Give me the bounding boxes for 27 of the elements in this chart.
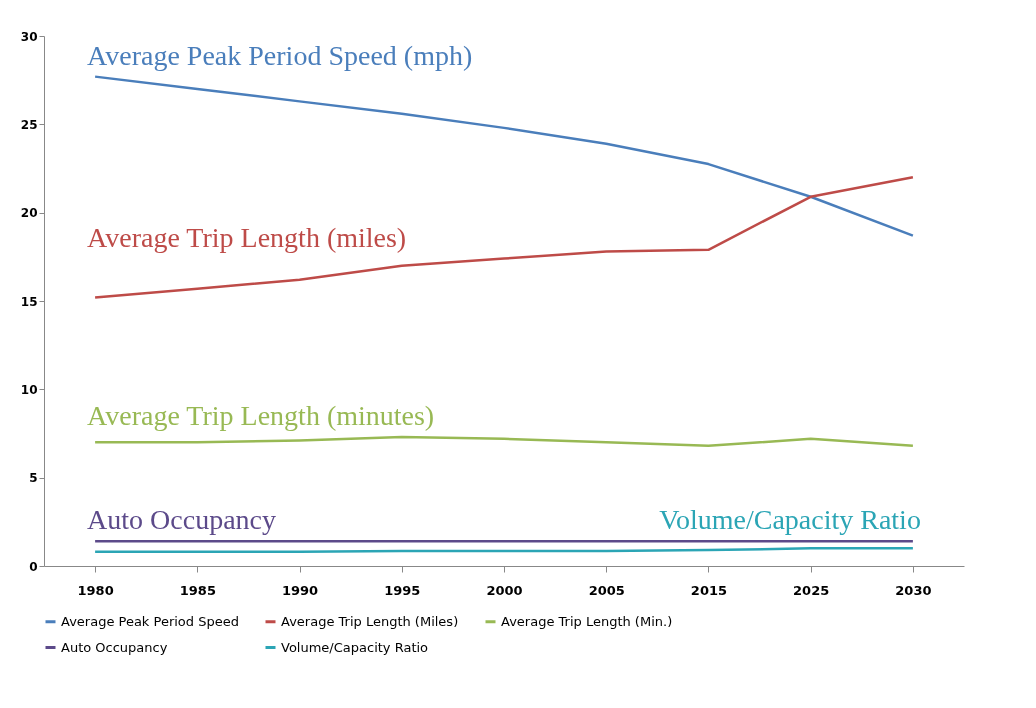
legend-label: Volume/Capacity Ratio <box>281 639 429 655</box>
annotation: Average Trip Length (minutes) <box>87 400 435 432</box>
x-tick-label: 2015 <box>690 582 728 598</box>
annotation: Volume/Capacity Ratio <box>659 504 921 536</box>
x-tick-label: 2030 <box>895 582 932 598</box>
x-tick-label: 2005 <box>588 582 625 598</box>
annotation: Auto Occupancy <box>87 504 277 536</box>
y-tick-label: 15 <box>20 294 38 309</box>
y-tick-label: 30 <box>20 29 38 44</box>
x-tick-label: 1980 <box>77 582 114 598</box>
line-series <box>93 435 915 448</box>
x-tick-label: 1990 <box>281 582 319 598</box>
y-tick-label: 5 <box>29 471 38 486</box>
legend-label: Auto Occupancy <box>61 639 168 655</box>
y-tick-label: 25 <box>20 117 38 132</box>
x-tick-label: 2000 <box>486 582 523 598</box>
y-tick-label: 10 <box>20 382 38 397</box>
annotation: Average Peak Period Speed (mph) <box>87 39 473 71</box>
legend-label: Average Peak Period Speed <box>61 613 239 629</box>
legend-label: Average Trip Length (Miles) <box>281 613 459 629</box>
y-tick-label: 0 <box>29 559 38 574</box>
x-tick-label: 2025 <box>793 582 830 598</box>
legend-label: Average Trip Length (Min.) <box>501 613 673 629</box>
x-tick-label: 1995 <box>384 582 421 598</box>
y-tick-label: 20 <box>20 206 38 221</box>
annotation: Average Trip Length (miles) <box>87 221 407 253</box>
x-tick-label: 1985 <box>179 582 216 598</box>
